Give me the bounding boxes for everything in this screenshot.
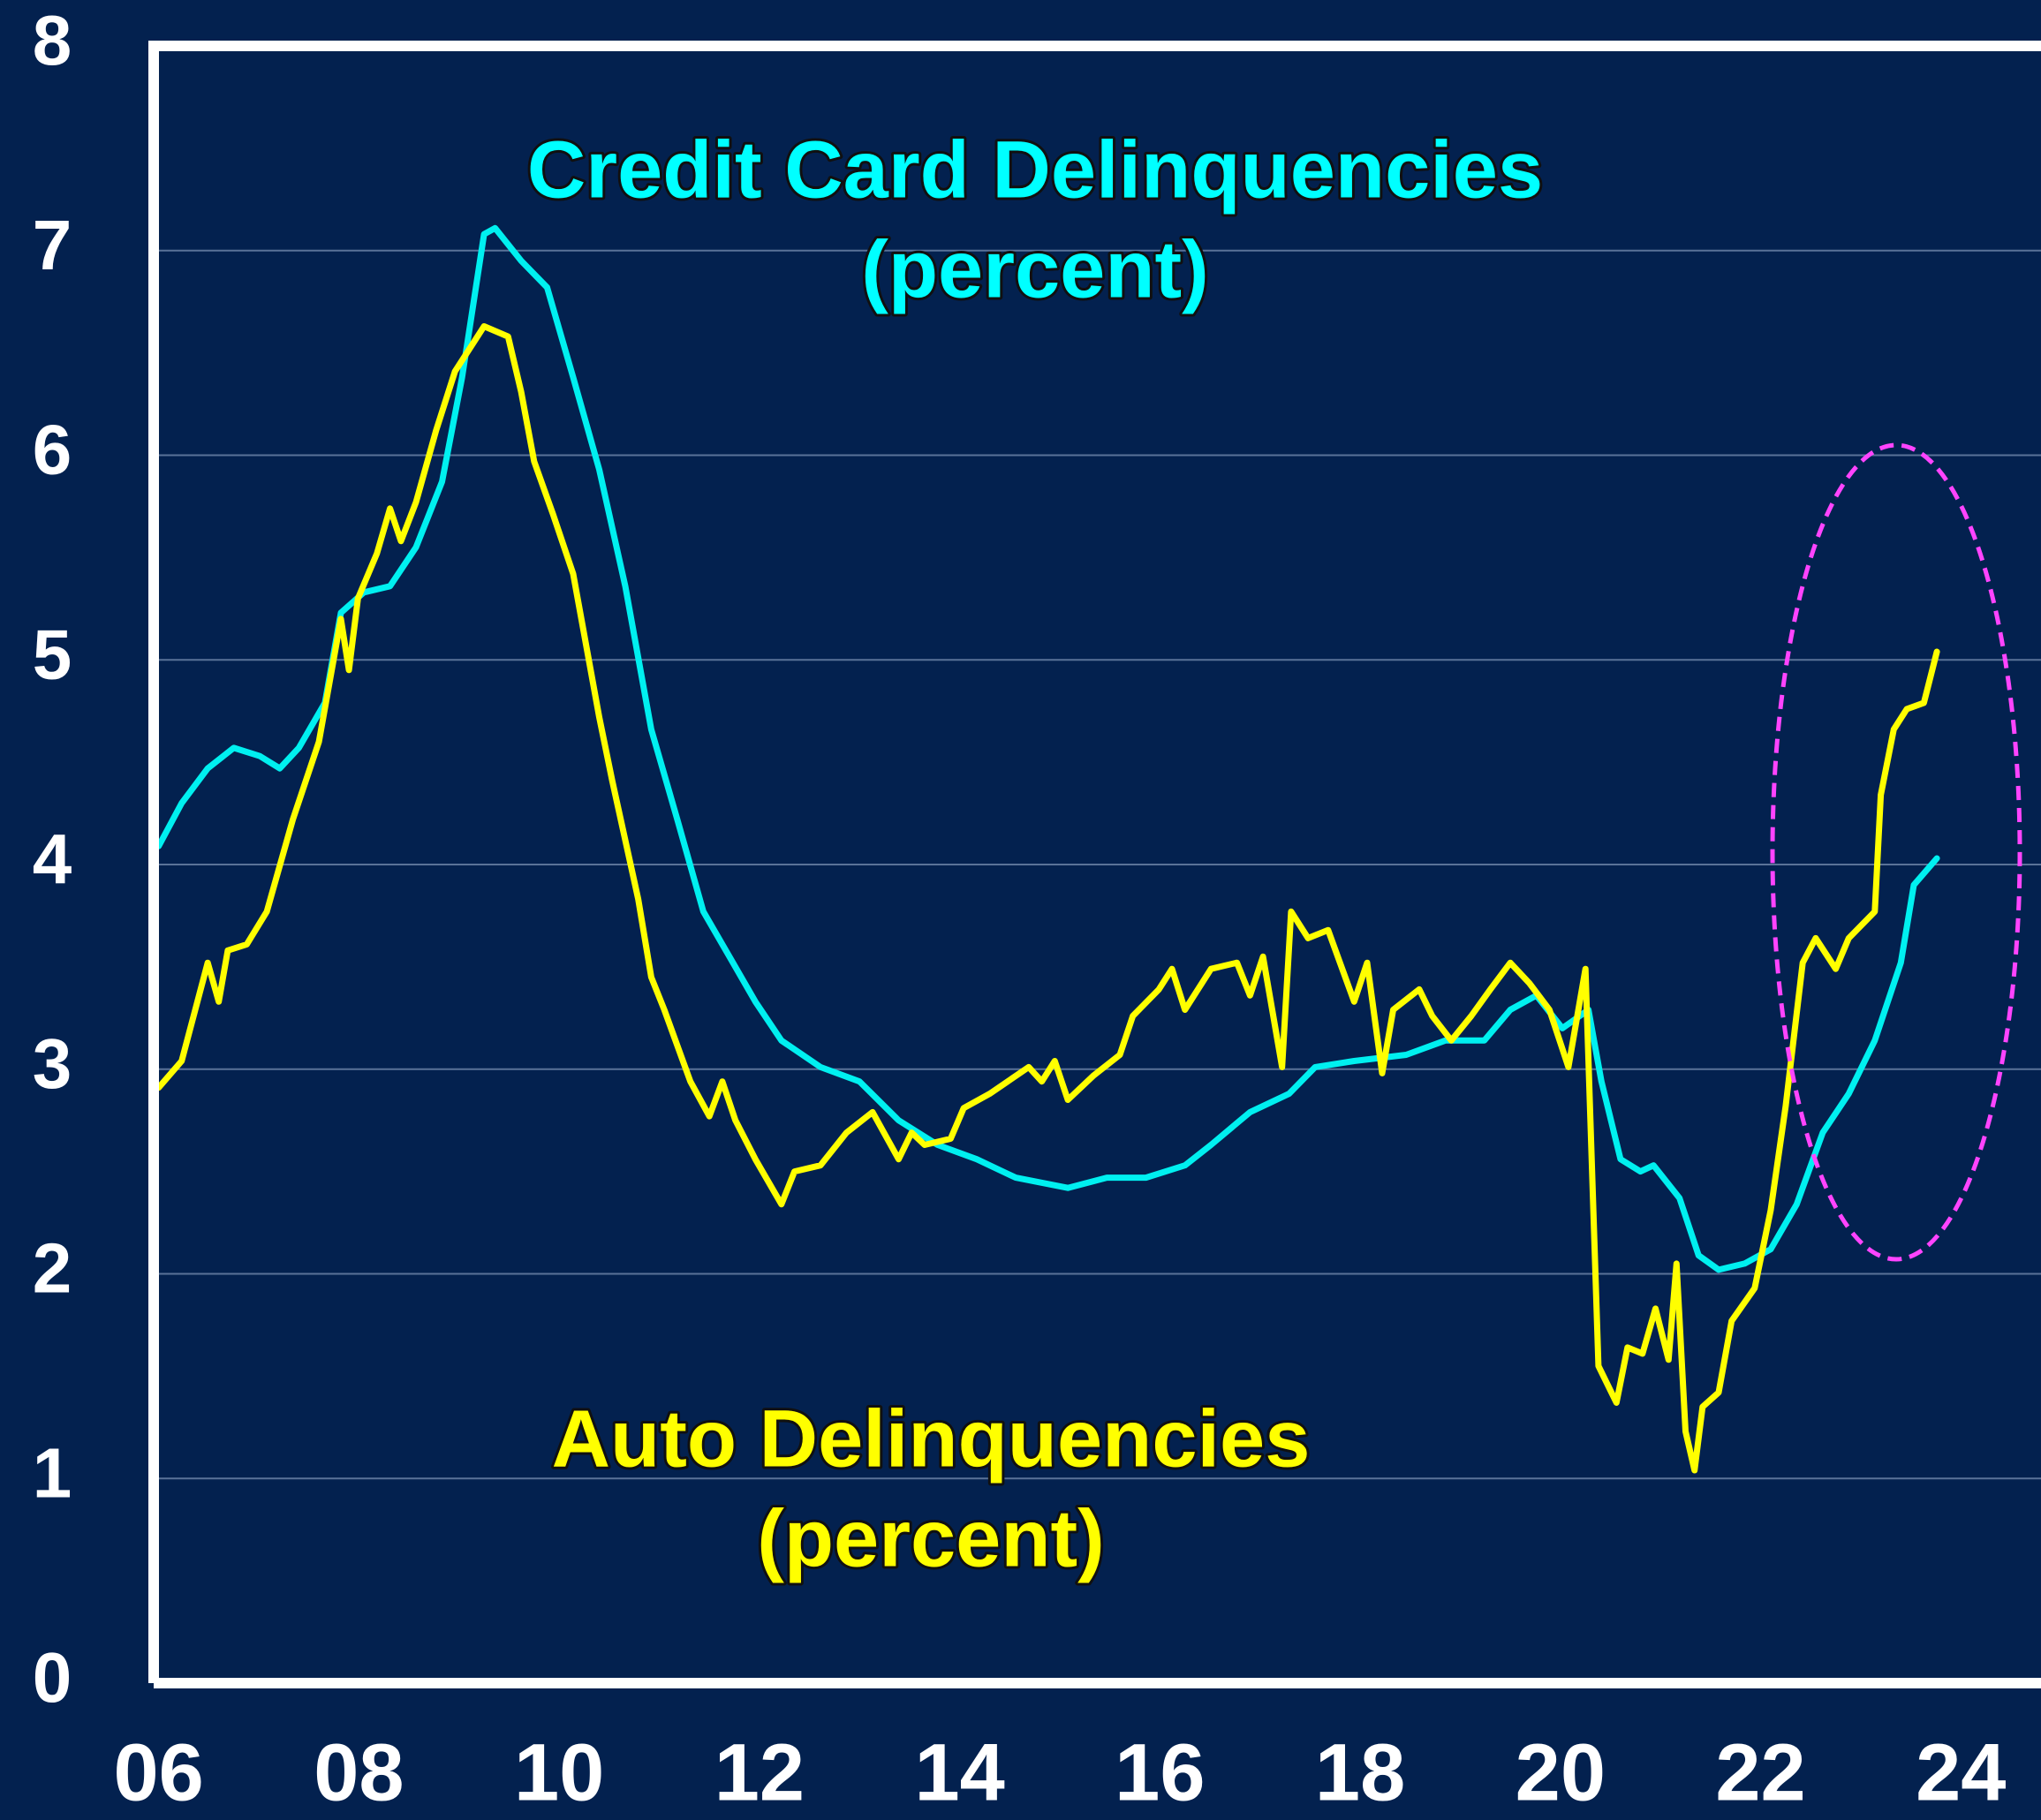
x-tick-label: 22	[1715, 1727, 1805, 1817]
lines	[155, 224, 1940, 1474]
x-tick-label: 16	[1115, 1727, 1205, 1817]
x-tick-label: 24	[1916, 1727, 2006, 1817]
x-tick-label: 10	[514, 1727, 604, 1817]
x-tick-label: 20	[1516, 1727, 1606, 1817]
y-tick-label: 0	[33, 1638, 72, 1717]
series-line	[155, 224, 1940, 1273]
plot-frame	[148, 41, 2041, 1688]
highlight-ellipse	[1770, 442, 2022, 1262]
series-line	[155, 323, 1940, 1474]
x-tick-label: 06	[113, 1727, 203, 1817]
y-tick-label: 5	[33, 615, 72, 693]
y-tick-label: 4	[33, 819, 72, 898]
annotation: (percent)	[757, 1493, 1105, 1583]
y-tick-label: 6	[33, 411, 72, 489]
y-tick-label: 1	[33, 1433, 72, 1512]
y-tick-label: 2	[33, 1229, 72, 1308]
x-tick-label: 12	[714, 1727, 805, 1817]
y-tick-label: 8	[33, 1, 72, 79]
x-tick-label: 08	[314, 1727, 404, 1817]
annotation: Credit Card Delinquencies	[527, 125, 1543, 215]
x-tick-label: 14	[914, 1727, 1004, 1817]
x-tick-label: 18	[1315, 1727, 1405, 1817]
y-tick-label: 7	[33, 206, 72, 284]
annotation: (percent)	[861, 224, 1209, 314]
y-tick-label: 3	[33, 1024, 72, 1103]
annotation: Auto Delinquencies	[552, 1393, 1311, 1484]
